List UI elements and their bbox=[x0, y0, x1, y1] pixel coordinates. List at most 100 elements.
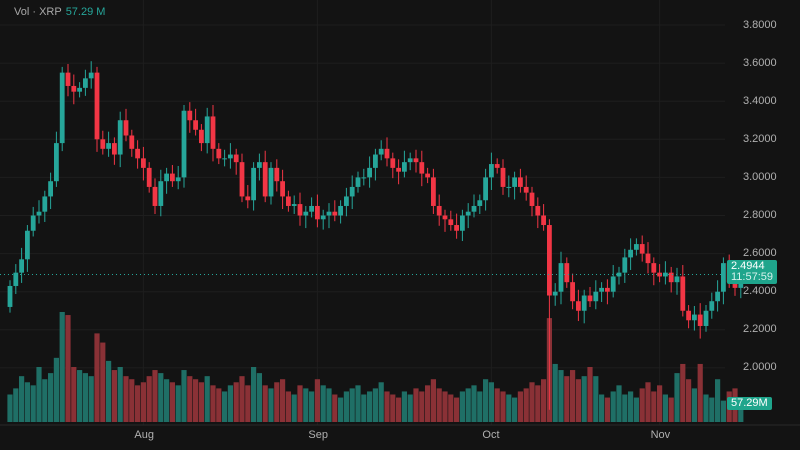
volume-bar bbox=[94, 333, 100, 422]
price-tick-label: 2.0000 bbox=[743, 361, 777, 374]
volume-legend: Vol · XRP 57.29 M bbox=[14, 6, 105, 18]
price-tick-label: 2.8000 bbox=[743, 209, 777, 221]
volume-bar bbox=[65, 315, 71, 422]
volume-bar bbox=[390, 394, 396, 422]
volume-bar bbox=[181, 370, 187, 422]
candle-body bbox=[692, 314, 697, 321]
candle-body bbox=[465, 211, 471, 216]
candle-body bbox=[489, 164, 494, 178]
volume-bar bbox=[135, 385, 141, 422]
volume-bar bbox=[564, 376, 570, 422]
price-tick-label: 2.2000 bbox=[743, 323, 777, 336]
candle-body bbox=[703, 310, 709, 326]
volume-bar bbox=[425, 385, 431, 422]
candle-body bbox=[668, 272, 674, 283]
time-tick-label: Oct bbox=[482, 429, 500, 441]
volume-bar bbox=[13, 388, 19, 422]
candle-body bbox=[494, 164, 500, 168]
candle-body bbox=[483, 177, 488, 201]
volume-bar bbox=[517, 391, 523, 422]
volume-bar bbox=[477, 391, 483, 422]
candle-body bbox=[460, 215, 465, 231]
volume-bar bbox=[7, 394, 13, 422]
volume-bar bbox=[442, 391, 448, 422]
candle-body bbox=[170, 173, 175, 182]
volume-bar bbox=[570, 370, 576, 422]
volume-bar bbox=[378, 382, 384, 422]
last-price-tag: 2.4944 11:57:59 bbox=[727, 260, 778, 284]
volume-bar bbox=[204, 376, 210, 422]
candle-body bbox=[233, 154, 239, 163]
candle-body bbox=[164, 173, 169, 182]
volume-bar bbox=[100, 342, 106, 422]
candle-body bbox=[570, 282, 575, 302]
candle-body bbox=[355, 177, 361, 187]
candle-body bbox=[158, 181, 164, 206]
candle-body bbox=[558, 263, 564, 292]
volume-bar bbox=[488, 382, 494, 422]
candle-body bbox=[639, 244, 645, 254]
candle-body bbox=[454, 225, 459, 231]
volume-bar bbox=[30, 385, 36, 422]
candle-body bbox=[123, 120, 129, 136]
candle-body bbox=[715, 291, 720, 302]
volume-bar bbox=[343, 391, 349, 422]
volume-bar bbox=[262, 385, 268, 422]
candle-body bbox=[628, 249, 633, 258]
candle-body bbox=[344, 196, 349, 206]
bar-countdown: 11:57:59 bbox=[731, 271, 774, 283]
volume-bar bbox=[680, 363, 686, 422]
candle-body bbox=[442, 215, 448, 220]
candle-body bbox=[106, 143, 111, 149]
legend-value: 57.29 M bbox=[65, 6, 106, 18]
volume-bar bbox=[245, 385, 251, 422]
candle-body bbox=[199, 129, 204, 144]
candle-body bbox=[680, 276, 686, 311]
candle-body bbox=[605, 287, 610, 292]
candle-body bbox=[396, 167, 401, 172]
volume-bar bbox=[645, 382, 651, 422]
volume-bar bbox=[53, 357, 59, 422]
volume-bar bbox=[604, 397, 610, 422]
volume-bar bbox=[158, 373, 164, 422]
candle-body bbox=[413, 158, 419, 163]
candle-body bbox=[686, 310, 691, 321]
candle-body bbox=[326, 211, 332, 216]
price-tick-label: 3.2000 bbox=[743, 132, 777, 145]
volume-bar bbox=[187, 376, 193, 422]
candle-body bbox=[721, 263, 726, 292]
candle-body bbox=[500, 167, 506, 187]
price-tick-label: 2.4000 bbox=[743, 285, 777, 298]
candle-body bbox=[286, 196, 291, 206]
volume-bar bbox=[401, 391, 407, 422]
candle-body bbox=[274, 167, 280, 182]
last-price: 2.4944 bbox=[731, 260, 765, 272]
candle-body bbox=[448, 219, 454, 226]
candle-body bbox=[210, 116, 216, 149]
volume-bar bbox=[210, 385, 216, 422]
volume-bar bbox=[222, 391, 228, 422]
volume-bar bbox=[616, 385, 622, 422]
candle-body bbox=[587, 295, 593, 302]
legend-label: Vol · XRP bbox=[14, 6, 62, 18]
volume-bar bbox=[227, 385, 233, 422]
candle-body bbox=[674, 276, 680, 283]
volume-bar bbox=[309, 391, 315, 422]
candle-body bbox=[622, 257, 628, 273]
candle-body bbox=[332, 211, 338, 216]
volume-bar bbox=[483, 379, 489, 422]
time-tick-label: Sep bbox=[308, 429, 328, 441]
volume-bar bbox=[169, 382, 175, 422]
volume-bar bbox=[175, 385, 181, 422]
candle-body bbox=[518, 177, 523, 187]
candle-body bbox=[697, 314, 703, 326]
volume-bar bbox=[48, 373, 54, 422]
volume-bar bbox=[651, 391, 657, 422]
candle-body bbox=[477, 200, 483, 206]
volume-bar bbox=[24, 382, 30, 422]
volume-bar bbox=[419, 391, 425, 422]
volume-bar bbox=[372, 388, 378, 422]
volume-bar bbox=[575, 379, 581, 422]
volume-bar bbox=[193, 379, 199, 422]
